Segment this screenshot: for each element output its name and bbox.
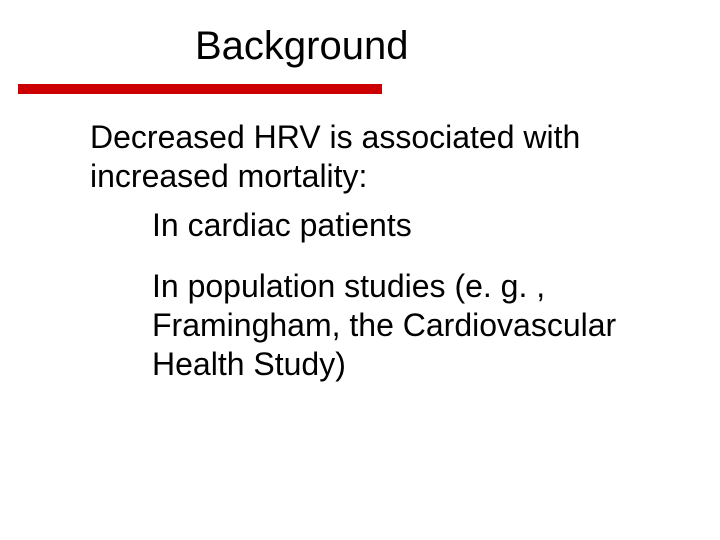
slide: Background Decreased HRV is associated w… [0, 0, 720, 540]
list-item: In population studies (e. g. , Framingha… [152, 267, 650, 384]
body-text: Decreased HRV is associated with increas… [90, 118, 660, 196]
title-underline [18, 84, 382, 94]
sub-list: In cardiac patients In population studie… [152, 206, 650, 406]
list-item: In cardiac patients [152, 206, 650, 245]
slide-title: Background [195, 24, 408, 69]
